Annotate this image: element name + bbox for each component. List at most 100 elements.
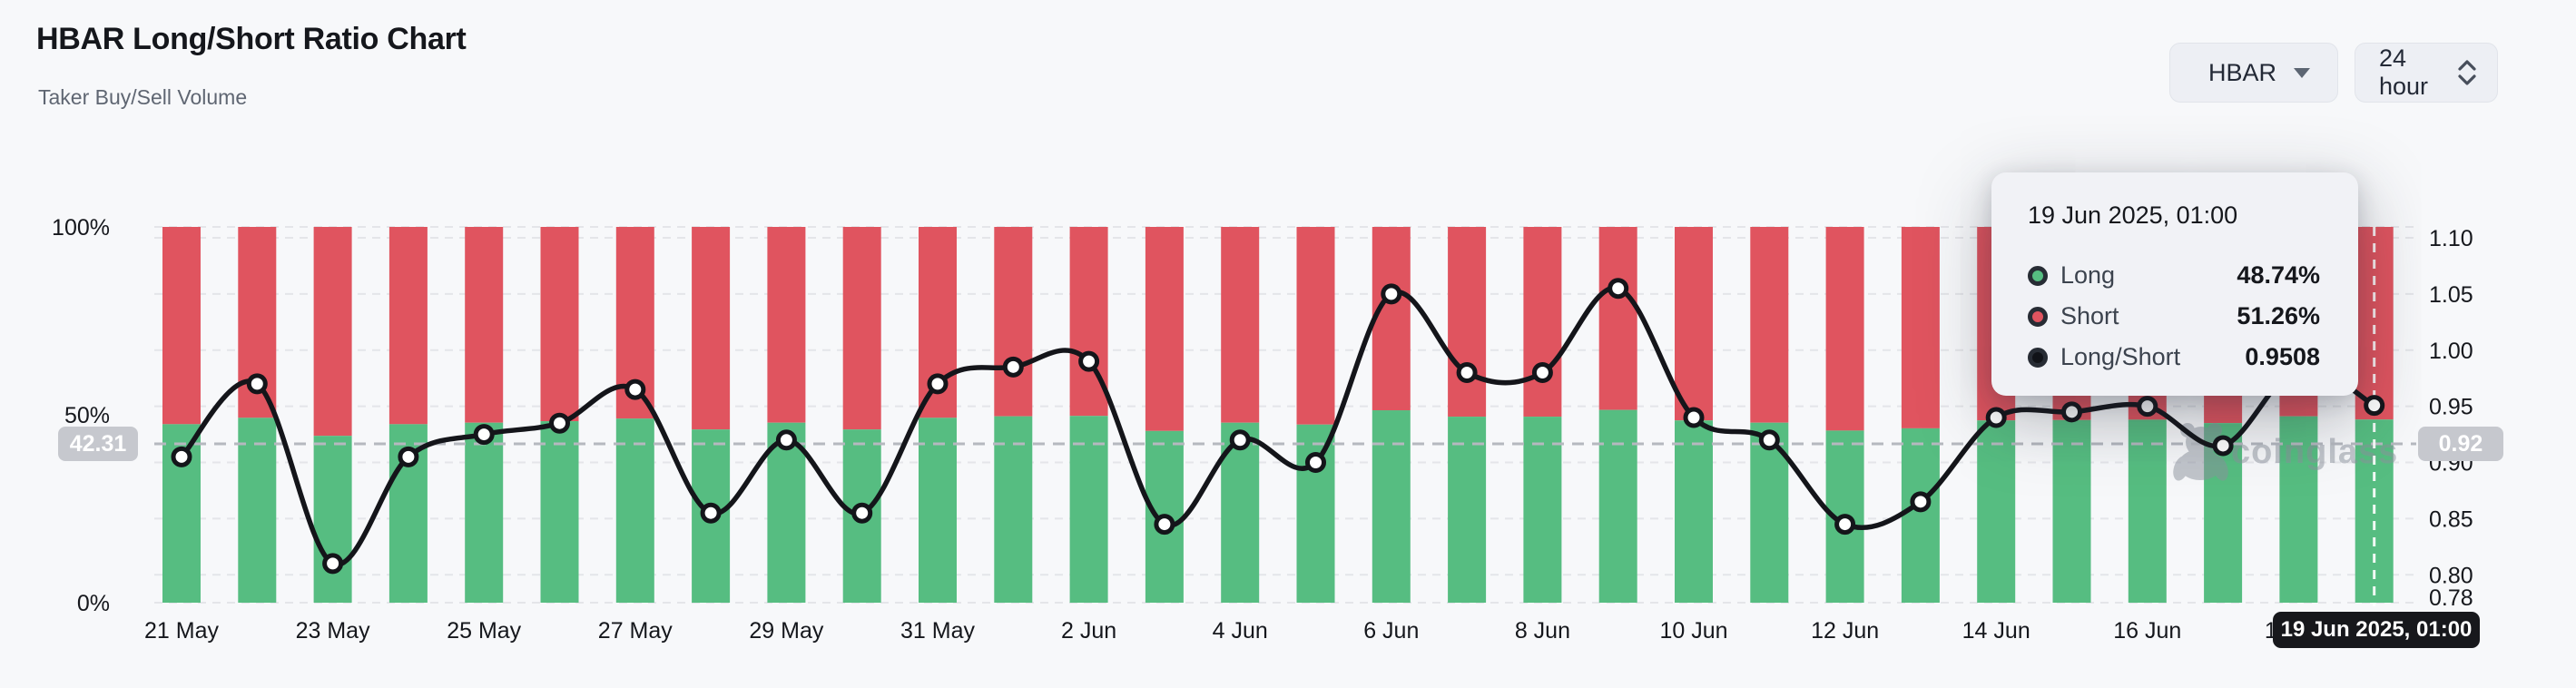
long-bar-segment	[1977, 420, 2016, 603]
ratio-point	[927, 373, 949, 395]
tooltip-row-short: Short 51.26%	[2028, 296, 2320, 337]
left-axis-tick: 0%	[77, 591, 110, 616]
tooltip-date: 19 Jun 2025, 01:00	[2028, 201, 2238, 229]
x-axis-tick: 14 Jun	[1962, 618, 2030, 644]
short-bar-segment	[2355, 227, 2394, 420]
ratio-point	[1683, 407, 1705, 428]
x-axis-tick: 8 Jun	[1515, 618, 1570, 644]
ratio-point	[171, 446, 192, 467]
left-axis-cursor-badge: 42.31	[58, 427, 138, 461]
ratio-point	[1910, 491, 1932, 513]
ratio-point	[549, 412, 570, 434]
long-bar-segment	[1296, 424, 1335, 603]
ratio-point	[322, 553, 344, 575]
long-bar-segment	[1901, 428, 1940, 603]
long-bar-segment	[615, 418, 654, 603]
symbol-select-value: HBAR	[2208, 58, 2277, 86]
tooltip-ratio-value: 0.9508	[2245, 343, 2320, 370]
long-bar-segment	[465, 422, 504, 603]
ratio-point	[246, 373, 268, 395]
ratio-point	[1154, 514, 1175, 536]
ratio-line-markers	[171, 278, 2385, 575]
interval-select[interactable]: 24 hour	[2355, 43, 2498, 103]
x-axis-tick: 16 Jun	[2113, 618, 2181, 644]
interval-select-value: 24 hour	[2379, 44, 2429, 100]
short-bar-segment	[1523, 227, 1562, 418]
long-bar-segment	[2128, 419, 2167, 603]
short-bar-segment	[842, 227, 881, 430]
ratio-point	[2137, 396, 2158, 418]
short-bar-segment	[1448, 227, 1487, 418]
ratio-point	[1456, 362, 1478, 383]
x-axis-hover-badge: 19 Jun 2025, 01:00	[2273, 612, 2480, 648]
long-bar-segment	[1372, 410, 1411, 603]
ratio-point	[1834, 514, 1856, 536]
chevron-up-down-icon	[2455, 57, 2479, 88]
right-axis-tick: 0.78	[2429, 585, 2473, 611]
x-axis-tick: 21 May	[144, 618, 219, 644]
page-subtitle: Taker Buy/Sell Volume	[38, 85, 248, 109]
ratio-point	[1002, 356, 1024, 378]
ratio-point	[1305, 452, 1326, 473]
short-bar-segment	[767, 227, 806, 423]
tooltip-long-value: 48.74%	[2237, 261, 2320, 289]
ratio-point	[851, 502, 873, 524]
right-axis-tick: 1.10	[2429, 226, 2473, 251]
chart-controls: HBAR 24 hour	[2169, 43, 2498, 103]
ratio-point	[1531, 362, 1553, 383]
ratio-point	[1078, 350, 1100, 372]
long-bar-segment	[2052, 419, 2091, 603]
ratio-point	[1229, 429, 1251, 451]
ratio-point	[2061, 401, 2082, 423]
long-bar-segment	[919, 418, 957, 603]
ratio-point	[1985, 407, 2007, 428]
x-axis-tick: 4 Jun	[1213, 618, 1268, 644]
long-bar-segment	[540, 421, 579, 603]
symbol-select[interactable]: HBAR	[2169, 43, 2338, 103]
tooltip-row-ratio: Long/Short 0.9508	[2028, 337, 2320, 378]
x-axis-tick: 23 May	[296, 618, 370, 644]
short-bar-segment	[1372, 227, 1411, 411]
left-axis-tick: 100%	[52, 215, 110, 241]
short-bar-segment	[162, 227, 201, 425]
tooltip-short-label: Short	[2060, 302, 2119, 329]
ratio-point	[775, 429, 797, 451]
short-dot-icon	[2028, 306, 2048, 327]
x-axis-tick: 10 Jun	[1659, 618, 1727, 644]
chevron-down-icon	[2294, 67, 2310, 78]
long-bar-segment	[313, 436, 352, 603]
right-axis-tick: 0.85	[2429, 506, 2473, 532]
short-bar-segment	[1675, 227, 1713, 421]
short-bar-segment	[1825, 227, 1864, 431]
long-bar-segment	[1069, 416, 1108, 603]
short-bar-segment	[1598, 227, 1637, 410]
ratio-dot-icon	[2028, 347, 2048, 368]
short-bar-segment	[1221, 227, 1260, 423]
ratio-point	[473, 424, 495, 446]
short-bar-segment	[1901, 227, 1940, 428]
short-bar-segment	[313, 227, 352, 437]
left-axis-tick: 50%	[64, 403, 110, 428]
right-axis-cursor-badge: 0.92	[2418, 427, 2503, 461]
long-bar-segment	[1448, 417, 1487, 603]
ratio-point	[1608, 278, 1629, 300]
right-axis-tick: 0.95	[2429, 395, 2473, 420]
short-bar-segment	[388, 227, 428, 425]
x-axis-tick: 25 May	[447, 618, 521, 644]
x-axis-tick: 31 May	[900, 618, 975, 644]
short-bar-segment	[1145, 227, 1184, 431]
short-bar-segment	[1296, 227, 1335, 425]
long-bar-segment	[1675, 420, 1713, 603]
short-bar-segment	[994, 227, 1033, 417]
coinglass-watermark: coinglass	[2173, 423, 2398, 481]
tooltip-row-long: Long 48.74%	[2028, 255, 2320, 296]
long-bar-segment	[2279, 416, 2318, 603]
short-bar-segment	[465, 227, 504, 423]
long-dot-icon	[2028, 265, 2048, 286]
tooltip-long-label: Long	[2060, 261, 2116, 289]
long-bar-segment	[238, 418, 277, 603]
long-bar-segment	[1523, 417, 1562, 603]
ratio-point	[1381, 283, 1402, 305]
svg-text:coinglass: coinglass	[2231, 433, 2398, 471]
